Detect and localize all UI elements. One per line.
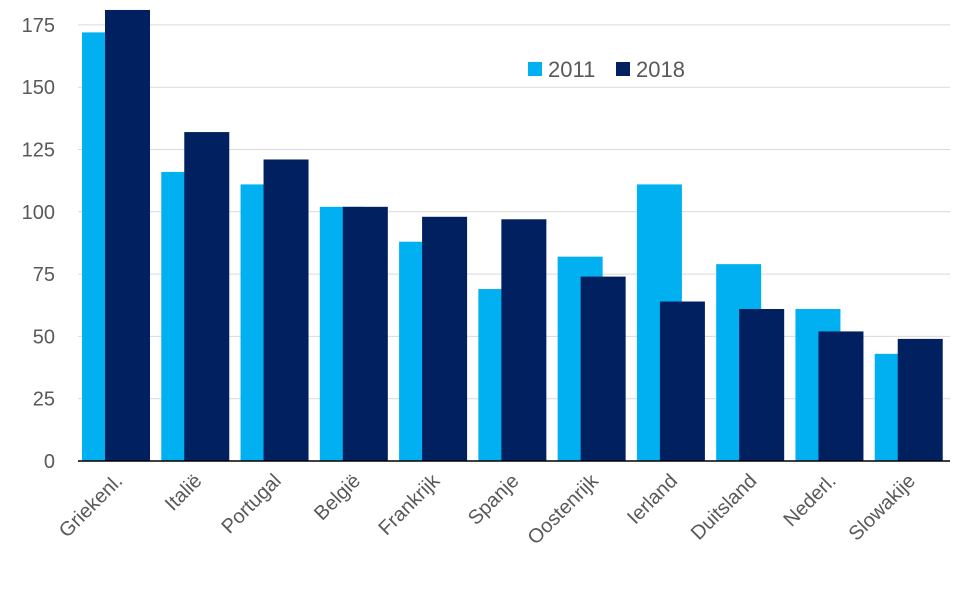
- bar-2018: [739, 308, 785, 461]
- bar-2018: [342, 206, 388, 461]
- x-tick-label: Oostenrijk: [524, 469, 604, 549]
- bar-series: [82, 9, 943, 462]
- x-tick-label: Slowakije: [845, 470, 920, 545]
- bar-2018: [818, 331, 864, 461]
- y-axis: 0 25 50 75 100 125 150 175: [22, 15, 55, 473]
- x-tick-label: Italië: [161, 470, 206, 515]
- x-axis-labels: Griekenl. Italië Portugal België Frankrijk Sp…: [55, 469, 920, 549]
- y-tick-label: 25: [33, 389, 55, 411]
- x-tick-label: Portugal: [217, 470, 285, 538]
- bar-2018: [105, 9, 150, 462]
- bar-2018: [580, 276, 626, 461]
- y-tick-label: 175: [22, 15, 55, 37]
- legend-label: 2018: [636, 57, 685, 82]
- y-tick-label: 0: [44, 451, 55, 473]
- y-tick-label: 100: [22, 202, 55, 224]
- y-tick-label: 50: [33, 326, 55, 348]
- bar-2018: [897, 338, 943, 461]
- legend-swatch-2011: [528, 62, 542, 76]
- x-tick-label: Nederl.: [779, 470, 840, 531]
- x-tick-label: Duitsland: [687, 470, 762, 545]
- bar-2018: [501, 219, 547, 461]
- x-tick-label: Griekenl.: [55, 470, 127, 542]
- bar-2018: [659, 301, 705, 461]
- x-tick-label: Ierland: [623, 470, 682, 529]
- y-tick-label: 125: [22, 140, 55, 162]
- bar-2018: [263, 159, 309, 461]
- legend-swatch-2018: [616, 62, 630, 76]
- legend: 2011 2018: [528, 57, 685, 82]
- x-tick-label: Spanje: [464, 470, 524, 530]
- y-tick-label: 75: [33, 264, 55, 286]
- y-tick-label: 150: [22, 77, 55, 99]
- legend-label: 2011: [548, 57, 595, 82]
- x-tick-label: België: [310, 470, 365, 525]
- bar-2018: [422, 216, 468, 461]
- x-tick-label: Frankrijk: [374, 469, 444, 539]
- bar-2018: [184, 132, 230, 462]
